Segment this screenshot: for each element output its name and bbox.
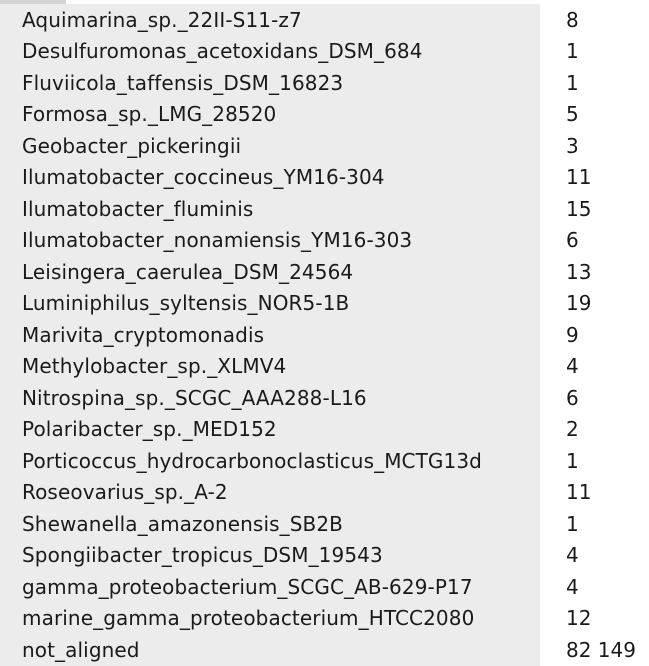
count-cell[interactable]: 15 — [540, 193, 649, 225]
taxon-name-cell[interactable]: Ilumatobacter_fluminis — [0, 193, 540, 225]
count-cell[interactable]: 8 — [540, 4, 649, 36]
taxa-count-table: Aquimarina_sp._22II-S11-z7 8 Desulfuromo… — [0, 4, 649, 666]
taxon-name-cell[interactable]: Geobacter_pickeringii — [0, 130, 540, 162]
table-row[interactable]: Desulfuromonas_acetoxidans_DSM_684 1 — [0, 35, 649, 67]
table-row[interactable]: marine_gamma_proteobacterium_HTCC2080 12 — [0, 602, 649, 634]
taxon-name-cell[interactable]: Methylobacter_sp._XLMV4 — [0, 350, 540, 382]
count-cell[interactable]: 12 — [540, 602, 649, 634]
table-row[interactable]: Spongiibacter_tropicus_DSM_19543 4 — [0, 539, 649, 571]
table-row[interactable]: Ilumatobacter_fluminis 15 — [0, 193, 649, 225]
taxon-name-cell[interactable]: Ilumatobacter_nonamiensis_YM16-303 — [0, 224, 540, 256]
taxon-name-cell[interactable]: Ilumatobacter_coccineus_YM16-304 — [0, 161, 540, 193]
count-cell[interactable]: 4 — [540, 350, 649, 382]
count-cell[interactable]: 6 — [540, 224, 649, 256]
count-cell[interactable]: 1 — [540, 445, 649, 477]
table-row[interactable]: Nitrospina_sp._SCGC_AAA288-L16 6 — [0, 382, 649, 414]
taxon-name-cell[interactable]: Polaribacter_sp._MED152 — [0, 413, 540, 445]
taxon-name-cell[interactable]: Porticoccus_hydrocarbonoclasticus_MCTG13… — [0, 445, 540, 477]
count-cell[interactable]: 1 — [540, 67, 649, 99]
count-cell[interactable]: 6 — [540, 382, 649, 414]
taxon-name-cell[interactable]: marine_gamma_proteobacterium_HTCC2080 — [0, 602, 540, 634]
taxon-name-cell[interactable]: Nitrospina_sp._SCGC_AAA288-L16 — [0, 382, 540, 414]
count-cell[interactable]: 5 — [540, 98, 649, 130]
table-row[interactable]: Marivita_cryptomonadis 9 — [0, 319, 649, 351]
table-row[interactable]: Geobacter_pickeringii 3 — [0, 130, 649, 162]
taxon-name-cell[interactable]: Fluviicola_taffensis_DSM_16823 — [0, 67, 540, 99]
header-remnant — [0, 0, 66, 4]
table-row[interactable]: Ilumatobacter_nonamiensis_YM16-303 6 — [0, 224, 649, 256]
count-cell[interactable]: 11 — [540, 161, 649, 193]
table-row[interactable]: Luminiphilus_syltensis_NOR5-1B 19 — [0, 287, 649, 319]
table-row[interactable]: Shewanella_amazonensis_SB2B 1 — [0, 508, 649, 540]
taxon-name-cell[interactable]: Leisingera_caerulea_DSM_24564 — [0, 256, 540, 288]
table-row[interactable]: Leisingera_caerulea_DSM_24564 13 — [0, 256, 649, 288]
taxon-name-cell[interactable]: gamma_proteobacterium_SCGC_AB-629-P17 — [0, 571, 540, 603]
taxon-name-cell[interactable]: Desulfuromonas_acetoxidans_DSM_684 — [0, 35, 540, 67]
taxon-name-cell[interactable]: Spongiibacter_tropicus_DSM_19543 — [0, 539, 540, 571]
table-row[interactable]: Methylobacter_sp._XLMV4 4 — [0, 350, 649, 382]
taxon-name-cell[interactable]: Aquimarina_sp._22II-S11-z7 — [0, 4, 540, 36]
count-cell[interactable]: 82 149 — [540, 634, 649, 666]
count-cell[interactable]: 1 — [540, 508, 649, 540]
count-cell[interactable]: 19 — [540, 287, 649, 319]
table-row[interactable]: Fluviicola_taffensis_DSM_16823 1 — [0, 67, 649, 99]
table-row[interactable]: Aquimarina_sp._22II-S11-z7 8 — [0, 4, 649, 36]
count-cell[interactable]: 11 — [540, 476, 649, 508]
taxon-name-cell[interactable]: Formosa_sp._LMG_28520 — [0, 98, 540, 130]
taxon-name-cell[interactable]: Shewanella_amazonensis_SB2B — [0, 508, 540, 540]
count-cell[interactable]: 13 — [540, 256, 649, 288]
table-row[interactable]: Roseovarius_sp._A-2 11 — [0, 476, 649, 508]
count-cell[interactable]: 4 — [540, 539, 649, 571]
table-row[interactable]: Polaribacter_sp._MED152 2 — [0, 413, 649, 445]
table-row[interactable]: gamma_proteobacterium_SCGC_AB-629-P17 4 — [0, 571, 649, 603]
taxon-name-cell[interactable]: Luminiphilus_syltensis_NOR5-1B — [0, 287, 540, 319]
count-cell[interactable]: 9 — [540, 319, 649, 351]
table-row[interactable]: not_aligned 82 149 — [0, 634, 649, 666]
taxon-name-cell[interactable]: Roseovarius_sp._A-2 — [0, 476, 540, 508]
count-cell[interactable]: 4 — [540, 571, 649, 603]
taxon-name-cell[interactable]: Marivita_cryptomonadis — [0, 319, 540, 351]
taxon-name-cell[interactable]: not_aligned — [0, 634, 540, 666]
count-cell[interactable]: 1 — [540, 35, 649, 67]
table-row[interactable]: Formosa_sp._LMG_28520 5 — [0, 98, 649, 130]
table-row[interactable]: Porticoccus_hydrocarbonoclasticus_MCTG13… — [0, 445, 649, 477]
table-row[interactable]: Ilumatobacter_coccineus_YM16-304 11 — [0, 161, 649, 193]
count-cell[interactable]: 2 — [540, 413, 649, 445]
count-cell[interactable]: 3 — [540, 130, 649, 162]
